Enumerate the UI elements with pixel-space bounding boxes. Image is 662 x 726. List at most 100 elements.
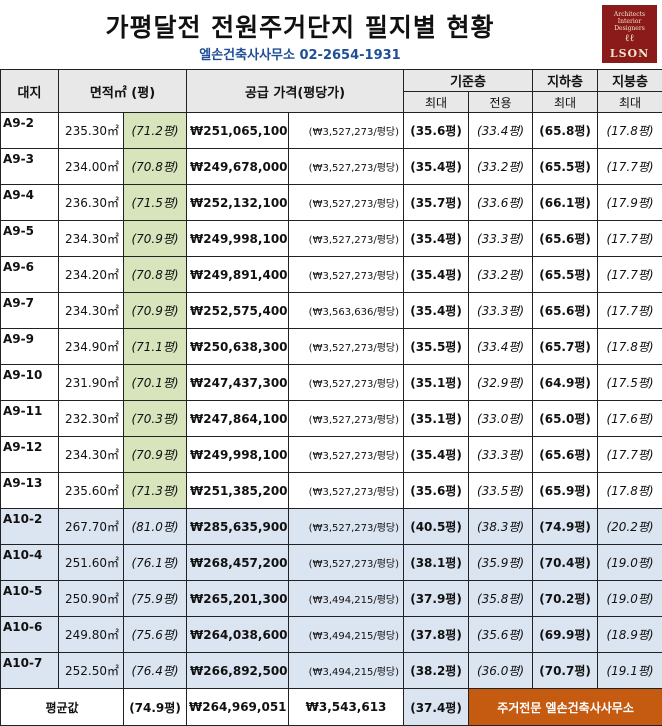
lot-cell: A9-5 — [1, 221, 59, 257]
average-base-max: (37.4평) — [404, 689, 469, 726]
average-price: ₩264,969,051 — [187, 689, 289, 726]
base-max-cell: (35.6평) — [404, 113, 469, 149]
basement-cell: (65.9평) — [533, 473, 598, 509]
lot-cell: A9-2 — [1, 113, 59, 149]
base-exclusive-cell: (35.9평) — [469, 545, 533, 581]
base-max-cell: (35.5평) — [404, 329, 469, 365]
basement-cell: (70.2평) — [533, 581, 598, 617]
base-exclusive-cell: (33.3평) — [469, 437, 533, 473]
pyeong-cell: (76.4평) — [124, 653, 187, 689]
average-row: 평균값 (74.9평) ₩264,969,051 ₩3,543,613 (37.… — [1, 689, 662, 726]
base-max-cell: (35.6평) — [404, 473, 469, 509]
roof-cell: (20.2평) — [598, 509, 662, 545]
base-max-cell: (35.1평) — [404, 365, 469, 401]
basement-cell: (74.9평) — [533, 509, 598, 545]
logo-name: LSON — [602, 47, 657, 60]
pyeong-cell: (70.8평) — [124, 149, 187, 185]
base-exclusive-cell: (33.2평) — [469, 149, 533, 185]
header-base-max: 최대 — [404, 92, 469, 113]
unit-price-cell: (₩3,527,273/평당) — [289, 185, 404, 221]
price-cell: ₩285,635,900 — [187, 509, 289, 545]
lot-cell: A9-9 — [1, 329, 59, 365]
pyeong-cell: (75.6평) — [124, 617, 187, 653]
roof-cell: (17.5평) — [598, 365, 662, 401]
pyeong-cell: (71.3평) — [124, 473, 187, 509]
price-cell: ₩249,998,100 — [187, 437, 289, 473]
unit-price-cell: (₩3,527,273/평당) — [289, 437, 404, 473]
base-exclusive-cell: (33.4평) — [469, 113, 533, 149]
base-max-cell: (37.8평) — [404, 617, 469, 653]
roof-cell: (18.9평) — [598, 617, 662, 653]
base-max-cell: (40.5평) — [404, 509, 469, 545]
basement-cell: (65.6평) — [533, 293, 598, 329]
roof-cell: (19.0평) — [598, 545, 662, 581]
pyeong-cell: (71.1평) — [124, 329, 187, 365]
header-area: 면적㎡ (평) — [59, 70, 187, 113]
price-cell: ₩251,385,200 — [187, 473, 289, 509]
base-max-cell: (35.4평) — [404, 221, 469, 257]
basement-cell: (70.4평) — [533, 545, 598, 581]
logo-text-architects: Architects — [602, 5, 657, 18]
base-max-cell: (38.1평) — [404, 545, 469, 581]
average-pyeong: (74.9평) — [124, 689, 187, 726]
base-exclusive-cell: (33.4평) — [469, 329, 533, 365]
unit-price-cell: (₩3,527,273/평당) — [289, 257, 404, 293]
lot-cell: A9-3 — [1, 149, 59, 185]
lot-cell: A10-2 — [1, 509, 59, 545]
roof-cell: (17.7평) — [598, 293, 662, 329]
price-cell: ₩265,201,300 — [187, 581, 289, 617]
base-exclusive-cell: (33.6평) — [469, 185, 533, 221]
price-cell: ₩251,065,100 — [187, 113, 289, 149]
basement-cell: (65.5평) — [533, 257, 598, 293]
price-cell: ₩266,892,500 — [187, 653, 289, 689]
header-lot: 대지 — [1, 70, 59, 113]
lson-logo: Architects Interior Designers ℓℓ LSON — [602, 5, 657, 63]
pyeong-cell: (81.0평) — [124, 509, 187, 545]
base-max-cell: (35.4평) — [404, 437, 469, 473]
price-cell: ₩249,998,100 — [187, 221, 289, 257]
area-cell: 250.90㎡ — [59, 581, 124, 617]
unit-price-cell: (₩3,527,273/평당) — [289, 113, 404, 149]
basement-cell: (66.1평) — [533, 185, 598, 221]
area-cell: 231.90㎡ — [59, 365, 124, 401]
pyeong-cell: (70.9평) — [124, 293, 187, 329]
area-cell: 234.30㎡ — [59, 293, 124, 329]
lot-cell: A10-4 — [1, 545, 59, 581]
roof-cell: (17.7평) — [598, 257, 662, 293]
price-cell: ₩264,038,600 — [187, 617, 289, 653]
basement-cell: (65.5평) — [533, 149, 598, 185]
pyeong-cell: (70.8평) — [124, 257, 187, 293]
base-max-cell: (35.4평) — [404, 149, 469, 185]
unit-price-cell: (₩3,494,215/평당) — [289, 617, 404, 653]
pyeong-cell: (71.2평) — [124, 113, 187, 149]
roof-cell: (17.7평) — [598, 221, 662, 257]
roof-cell: (17.9평) — [598, 185, 662, 221]
basement-cell: (65.6평) — [533, 437, 598, 473]
pyeong-cell: (71.5평) — [124, 185, 187, 221]
roof-cell: (17.8평) — [598, 473, 662, 509]
lot-cell: A9-13 — [1, 473, 59, 509]
basement-cell: (65.8평) — [533, 113, 598, 149]
price-cell: ₩247,864,100 — [187, 401, 289, 437]
average-unit-price: ₩3,543,613 — [289, 689, 404, 726]
unit-price-cell: (₩3,527,273/평당) — [289, 401, 404, 437]
area-cell: 235.60㎡ — [59, 473, 124, 509]
area-cell: 234.90㎡ — [59, 329, 124, 365]
area-cell: 252.50㎡ — [59, 653, 124, 689]
header-base-floor: 기준층 — [404, 70, 533, 92]
area-cell: 234.20㎡ — [59, 257, 124, 293]
price-cell: ₩249,891,400 — [187, 257, 289, 293]
unit-price-cell: (₩3,494,215/평당) — [289, 653, 404, 689]
pyeong-cell: (70.9평) — [124, 437, 187, 473]
basement-cell: (65.0평) — [533, 401, 598, 437]
roof-cell: (17.7평) — [598, 149, 662, 185]
header-roof-max: 최대 — [598, 92, 662, 113]
